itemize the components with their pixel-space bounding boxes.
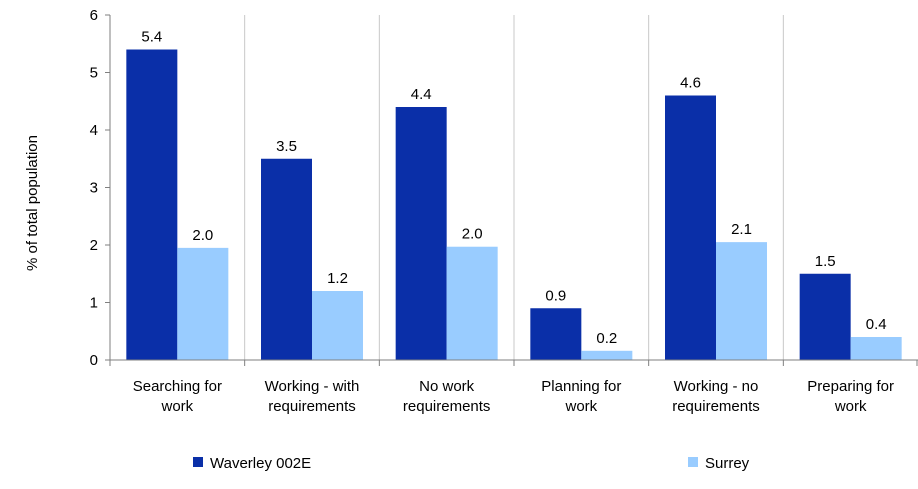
x-category-label: No work requirements <box>403 378 491 415</box>
bar-series-2 <box>446 246 498 360</box>
bar-series-1 <box>799 273 851 360</box>
data-label: 0.4 <box>866 316 887 333</box>
y-tick-label: 3 <box>90 180 98 197</box>
legend-label: Surrey <box>705 455 750 472</box>
bars: 5.4 3.5 4.4 0.9 4.6 1.5 2.0 1.2 2.0 0.2 2.1 0.4 <box>126 29 902 360</box>
data-label: 5.4 <box>141 29 162 46</box>
legend-label: Waverley 002E <box>210 455 311 472</box>
bar-series-2 <box>312 291 363 360</box>
legend-swatch <box>688 457 698 467</box>
x-category-label: Searching for work <box>133 378 222 415</box>
bar-series-2 <box>581 350 633 360</box>
data-label: 4.6 <box>680 75 701 92</box>
bar-series-1 <box>261 158 312 360</box>
data-label: 0.9 <box>545 287 566 304</box>
y-tick-label: 5 <box>90 65 98 82</box>
bar-series-1 <box>665 95 716 360</box>
legend: Waverley 002E Surrey <box>193 455 750 472</box>
bar-series-2 <box>177 247 229 360</box>
bar-series-2 <box>850 337 902 360</box>
data-label: 2.0 <box>462 226 483 243</box>
bar-series-2 <box>716 242 767 360</box>
x-axis: Searching for work Working - with requireme… <box>109 359 918 415</box>
legend-swatch <box>193 457 203 467</box>
y-tick-label: 4 <box>90 122 98 139</box>
y-axis: 0 1 2 3 4 5 6 <box>90 7 111 369</box>
bar-series-1 <box>530 308 582 360</box>
data-label: 1.5 <box>815 253 836 270</box>
y-tick-label: 1 <box>90 295 98 312</box>
x-category-label: Preparing for work <box>807 378 894 415</box>
x-category-label: Working - with requirements <box>265 378 360 415</box>
y-tick-label: 0 <box>90 352 98 369</box>
data-label: 1.2 <box>327 270 348 287</box>
y-tick-label: 2 <box>90 237 98 254</box>
data-label: 3.5 <box>276 138 297 155</box>
bar-series-1 <box>126 49 178 360</box>
data-label: 2.1 <box>731 221 752 238</box>
category-separators <box>244 15 784 360</box>
bar-series-1 <box>395 107 447 360</box>
x-category-label: Working - no requirements <box>672 378 760 415</box>
data-label: 4.4 <box>411 86 432 103</box>
data-label: 0.2 <box>596 330 617 347</box>
y-axis-title: % of total population <box>24 135 41 271</box>
x-category-label: Planning for work <box>541 378 621 415</box>
y-tick-label: 6 <box>90 7 98 24</box>
data-label: 2.0 <box>192 227 213 244</box>
